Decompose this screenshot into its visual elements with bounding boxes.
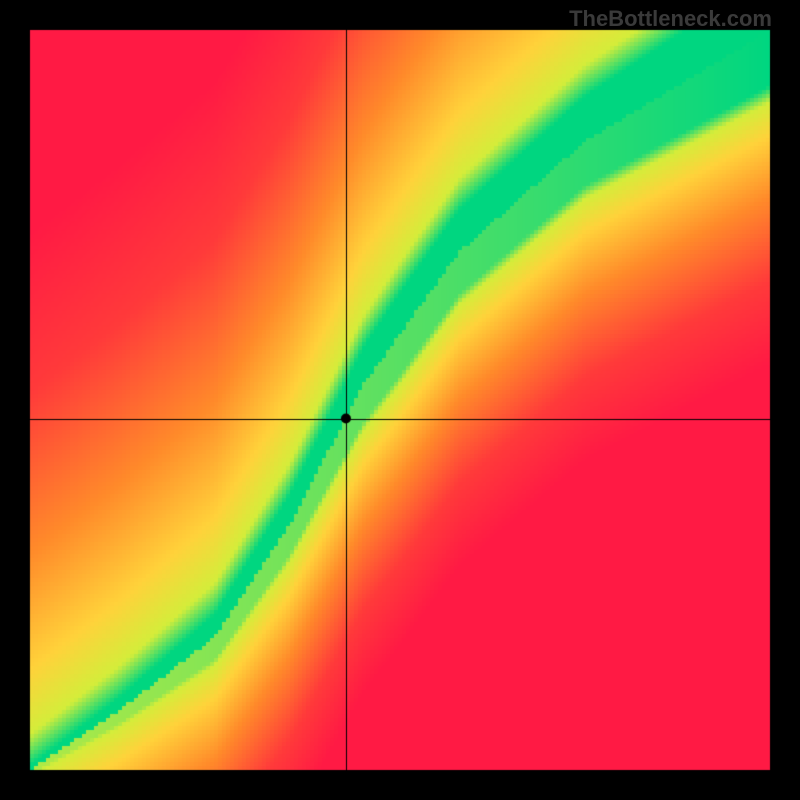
bottleneck-heatmap	[0, 0, 800, 800]
chart-container: TheBottleneck.com	[0, 0, 800, 800]
watermark-text: TheBottleneck.com	[569, 6, 772, 32]
